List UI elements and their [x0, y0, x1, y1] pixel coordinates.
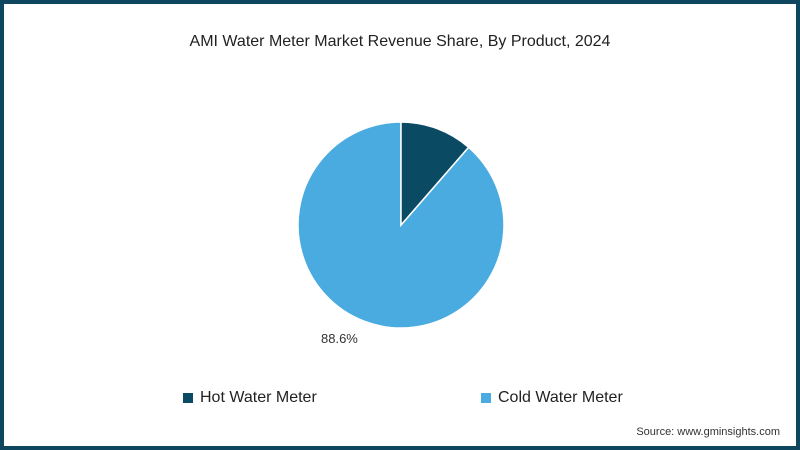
legend-item-hot-water-meter: Hot Water Meter [183, 389, 317, 407]
source-note: Source: www.gminsights.com [636, 426, 780, 438]
pie-slice-hot-water-meter [400, 121, 470, 228]
data-label-cold-water-meter: 88.6% [321, 331, 358, 346]
legend-swatch-icon [481, 393, 491, 403]
legend-item-cold-water-meter: Cold Water Meter [481, 389, 623, 407]
legend-label: Cold Water Meter [498, 389, 623, 406]
legend-swatch-icon [183, 393, 193, 403]
legend-label: Hot Water Meter [200, 389, 317, 406]
chart-title: AMI Water Meter Market Revenue Share, By… [189, 33, 611, 50]
